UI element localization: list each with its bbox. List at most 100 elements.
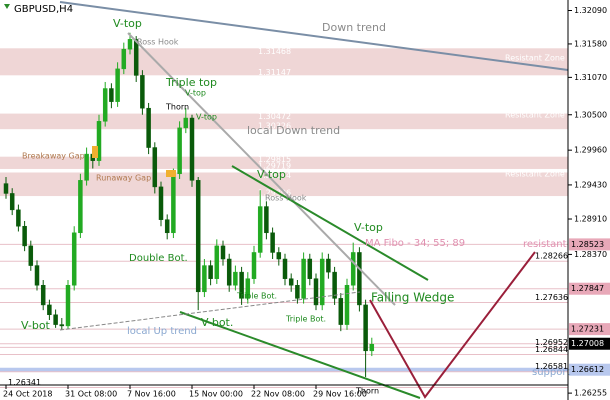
resistance-zone: [0, 48, 568, 76]
x-tick-label: 15 Nov 00:00: [189, 390, 243, 399]
candle-body: [183, 117, 189, 129]
candle-body: [350, 252, 356, 286]
candle-body: [208, 265, 213, 279]
candle-body: [3, 183, 9, 194]
candle-body: [164, 219, 170, 234]
gap-marker: [92, 146, 98, 158]
candle-body: [59, 324, 65, 327]
candle-body: [220, 245, 226, 260]
candle-body: [71, 232, 77, 286]
candle-body: [177, 127, 182, 175]
candle-body: [53, 314, 58, 325]
annotation: local Down trend: [247, 124, 340, 137]
annotation: V-bot.: [201, 316, 233, 329]
y-tick-label: 1.32090: [574, 6, 607, 15]
level-label: 1.26952: [535, 338, 568, 347]
annotation: Resistant Zone: [505, 111, 565, 120]
candle-body: [319, 258, 325, 306]
y-tick-label: 1.28910: [574, 215, 607, 224]
candle-body: [146, 107, 151, 148]
level-label: 1.29719: [258, 161, 291, 170]
y-tick-label: 1.28370: [574, 250, 607, 259]
annotation: Resistant Zone: [505, 54, 565, 63]
annotation: Falling Wedge: [371, 291, 454, 305]
x-tick-label: 31 Oct 08:00: [65, 390, 117, 399]
level-label: 1.26341: [8, 378, 41, 387]
candle-body: [214, 245, 220, 279]
candle-body: [195, 180, 201, 293]
level-label: 1.29306: [258, 189, 291, 198]
annotation: MA Fibo - 34; 55; 89: [365, 238, 465, 249]
candle-body: [28, 245, 34, 266]
drawings: GBPUSD,H4 Down trend V-top Ross Hook Tri…: [4, 1, 570, 399]
candle-body: [152, 147, 158, 188]
annotation: Runaway Gap: [96, 174, 151, 183]
candle-body: [288, 278, 294, 286]
candle-body: [140, 75, 145, 109]
candle-body: [270, 232, 275, 253]
annotation: local Up trend: [127, 326, 197, 337]
y-tick-label: 1.29960: [574, 146, 607, 155]
level-label: 1.28266: [535, 252, 568, 261]
annotation: Double Bot.: [129, 253, 188, 264]
candle-body: [313, 278, 319, 306]
level-box: [569, 323, 610, 336]
candle-body: [332, 271, 337, 299]
level-label: 1.26612: [571, 365, 604, 374]
candle-body: [307, 258, 313, 279]
annotation: V-bot: [21, 319, 51, 332]
annotation: resistant: [523, 239, 567, 250]
level-box: [569, 363, 610, 376]
candle-body: [251, 252, 257, 279]
annotation: V-top: [257, 168, 286, 181]
level-label: 1.27008: [571, 339, 604, 348]
candle-body: [22, 225, 27, 247]
candle-body: [96, 121, 102, 161]
resistance-zone: [0, 156, 568, 169]
candle-body: [357, 252, 362, 306]
candle-body: [47, 304, 52, 316]
candle-body: [282, 258, 288, 279]
resistance-zone: [0, 172, 568, 197]
candle-body: [102, 88, 108, 122]
candle-body: [78, 180, 83, 234]
y-tick-label: 1.30500: [574, 110, 607, 119]
y-tick-label: 1.31070: [574, 73, 607, 82]
level-label: 1.29815: [258, 155, 291, 164]
annotation: Triple top: [165, 76, 217, 89]
annotation: Resistant Zone: [505, 150, 565, 159]
y-tick-label: 1.29430: [574, 180, 607, 189]
annotation: V-top: [354, 221, 383, 234]
candle-body: [226, 258, 232, 286]
background: [0, 48, 568, 388]
candle-body: [202, 265, 207, 293]
level-label: 1.27231: [571, 325, 604, 334]
annotation: V-top: [196, 113, 217, 122]
candle-body: [338, 298, 344, 325]
candle-body: [239, 271, 244, 299]
annotation: Ross Hook: [265, 194, 307, 203]
level-label: 1.27636: [535, 293, 568, 302]
candle-body: [158, 186, 164, 220]
level-box: [569, 238, 610, 251]
candle-body: [133, 39, 139, 76]
candle-body: [363, 304, 368, 352]
level-label: 1.30472: [258, 112, 291, 121]
candle-body: [115, 68, 120, 102]
level-label: 1.31468: [258, 47, 291, 56]
candle-body: [369, 344, 375, 352]
candle-body: [189, 117, 195, 181]
level-label: 1.30326: [258, 122, 291, 131]
wedge-bottom: [179, 311, 421, 399]
candle-body: [65, 284, 71, 327]
candle-body: [326, 258, 331, 273]
candle-body: [245, 278, 251, 299]
annotation: support: [532, 367, 570, 378]
y-tick-label: 1.31580: [574, 39, 607, 48]
projection: [369, 251, 536, 399]
gap-marker: [166, 170, 176, 177]
candle-body: [276, 252, 282, 260]
x-tick-label: 24 Oct 2018: [3, 390, 52, 399]
